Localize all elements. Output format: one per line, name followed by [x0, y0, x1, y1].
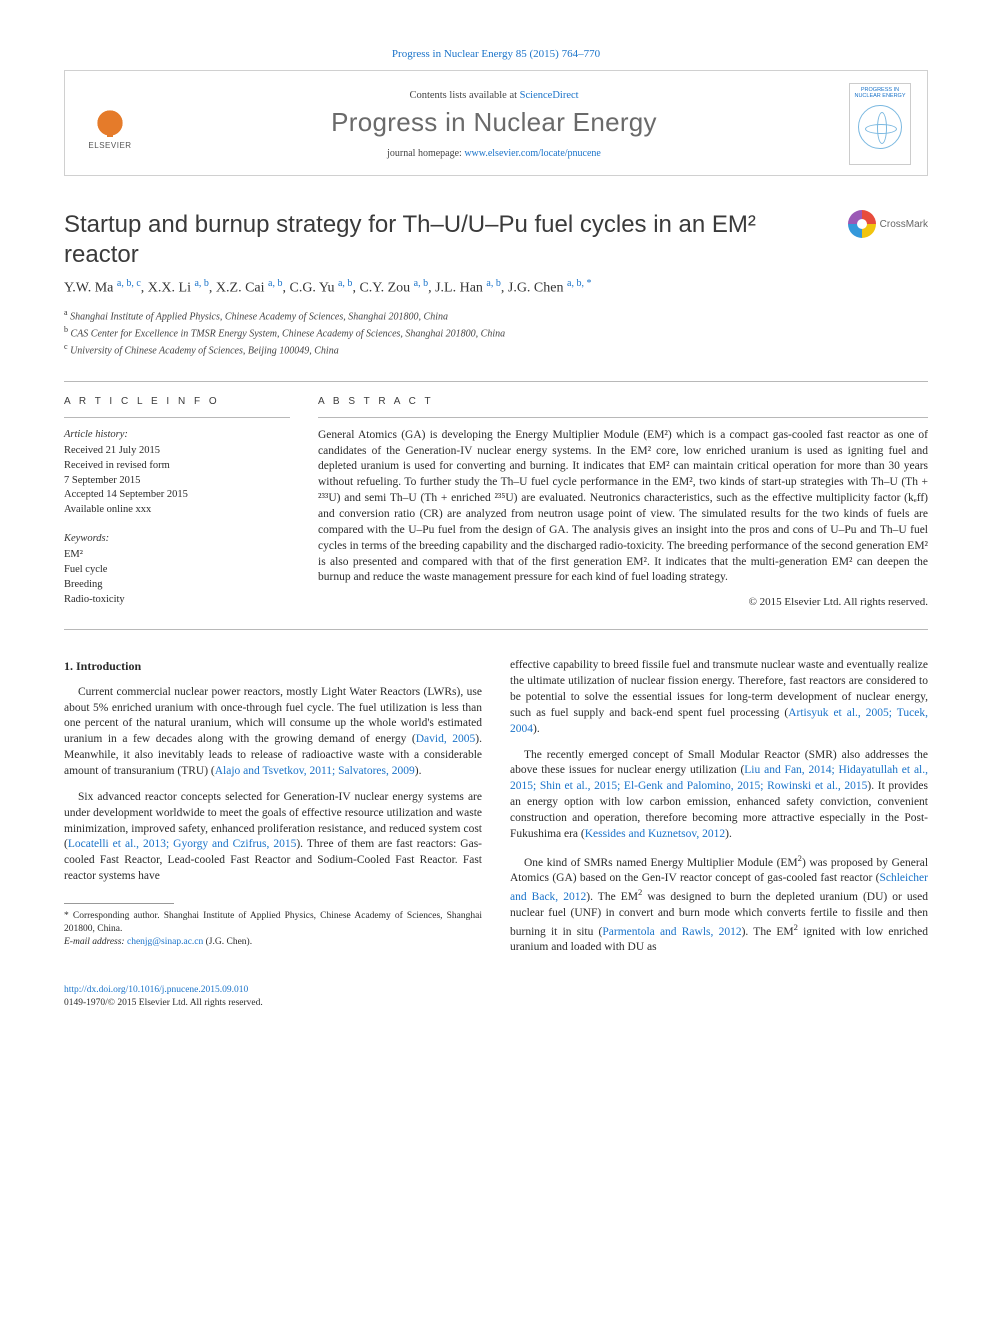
elsevier-logo[interactable]: ELSEVIER — [81, 92, 139, 156]
email-link[interactable]: chenjg@sinap.ac.cn — [127, 937, 203, 947]
history-line: 7 September 2015 — [64, 474, 290, 489]
article-history-heading: Article history: — [64, 428, 290, 443]
citation-link[interactable]: Progress in Nuclear Energy 85 (2015) 764… — [392, 48, 600, 60]
journal-homepage-link[interactable]: www.elsevier.com/locate/pnucene — [464, 148, 601, 159]
keywords-heading: Keywords: — [64, 532, 290, 547]
citation-line: Progress in Nuclear Energy 85 (2015) 764… — [64, 48, 928, 60]
left-column: 1. Introduction Current commercial nucle… — [64, 658, 482, 966]
body-paragraph: Six advanced reactor concepts selected f… — [64, 790, 482, 885]
article-title: Startup and burnup strategy for Th–U/U–P… — [64, 210, 848, 270]
right-column: effective capability to breed fissile fu… — [510, 658, 928, 966]
footnote-separator — [64, 903, 174, 904]
journal-header-box: ELSEVIER Contents lists available at Sci… — [64, 70, 928, 176]
article-info-heading: A R T I C L E I N F O — [64, 396, 290, 407]
keyword-item: EM² — [64, 548, 290, 563]
section-heading-introduction: 1. Introduction — [64, 658, 482, 675]
affiliation-b: b CAS Center for Excellence in TMSR Ener… — [64, 324, 928, 341]
page-footer: http://dx.doi.org/10.1016/j.pnucene.2015… — [64, 984, 928, 1010]
affiliation-c: c University of Chinese Academy of Scien… — [64, 341, 928, 358]
abstract-heading: A B S T R A C T — [318, 396, 928, 407]
elsevier-tree-icon — [90, 99, 130, 139]
journal-thumb-title: PROGRESS IN NUCLEAR ENERGY — [853, 87, 907, 99]
crossmark-icon — [848, 210, 876, 238]
divider-top — [64, 381, 928, 382]
journal-cover-thumbnail[interactable]: PROGRESS IN NUCLEAR ENERGY — [849, 83, 911, 165]
affiliations-block: a Shanghai Institute of Applied Physics,… — [64, 307, 928, 359]
sciencedirect-link[interactable]: ScienceDirect — [520, 90, 579, 101]
doi-link[interactable]: http://dx.doi.org/10.1016/j.pnucene.2015… — [64, 985, 248, 995]
footer-copyright: 0149-1970/© 2015 Elsevier Ltd. All right… — [64, 997, 928, 1010]
keyword-item: Fuel cycle — [64, 563, 290, 578]
contents-available-line: Contents lists available at ScienceDirec… — [139, 90, 849, 101]
body-paragraph: The recently emerged concept of Small Mo… — [510, 748, 928, 843]
body-paragraph: One kind of SMRs named Energy Multiplier… — [510, 853, 928, 957]
body-paragraph: effective capability to breed fissile fu… — [510, 658, 928, 737]
crossmark-badge[interactable]: CrossMark — [848, 210, 928, 238]
divider-bottom — [64, 629, 928, 630]
history-line: Accepted 14 September 2015 — [64, 488, 290, 503]
abstract-copyright: © 2015 Elsevier Ltd. All rights reserved… — [318, 596, 928, 608]
atom-icon — [858, 105, 902, 149]
journal-homepage-line: journal homepage: www.elsevier.com/locat… — [139, 148, 849, 159]
history-line: Available online xxx — [64, 503, 290, 518]
corresponding-footnote: * Corresponding author. Shanghai Institu… — [64, 910, 482, 936]
history-line: Received in revised form — [64, 459, 290, 474]
abstract-text: General Atomics (GA) is developing the E… — [318, 428, 928, 587]
journal-name: Progress in Nuclear Energy — [139, 107, 849, 138]
elsevier-label: ELSEVIER — [88, 141, 131, 150]
crossmark-label: CrossMark — [880, 219, 928, 230]
email-footnote: E-mail address: chenjg@sinap.ac.cn (J.G.… — [64, 936, 482, 949]
affiliation-a: a Shanghai Institute of Applied Physics,… — [64, 307, 928, 324]
keyword-item: Radio-toxicity — [64, 593, 290, 608]
body-paragraph: Current commercial nuclear power reactor… — [64, 685, 482, 780]
history-line: Received 21 July 2015 — [64, 444, 290, 459]
authors-line: Y.W. Ma a, b, c, X.X. Li a, b, X.Z. Cai … — [64, 278, 928, 297]
divider-abstract — [318, 417, 928, 418]
keyword-item: Breeding — [64, 578, 290, 593]
divider-article-info — [64, 417, 290, 418]
